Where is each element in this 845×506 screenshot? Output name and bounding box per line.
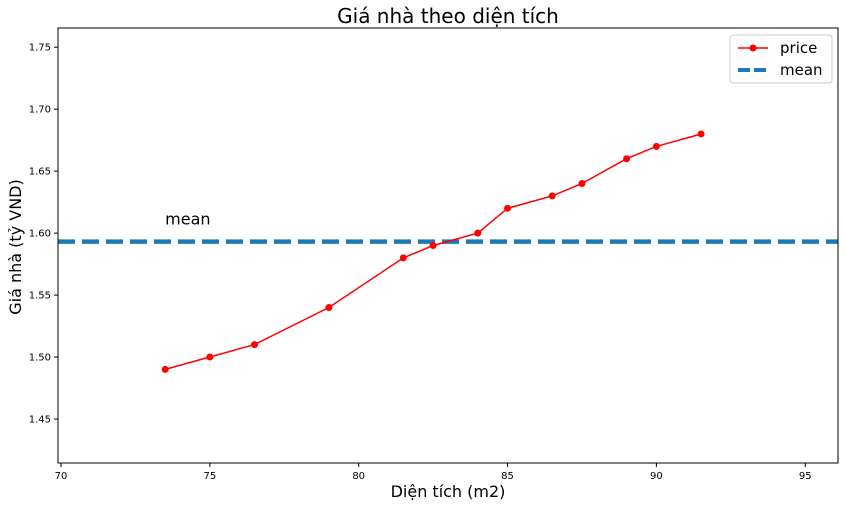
y-tick-label: 1.50 [29, 353, 51, 364]
x-tick-label: 70 [55, 471, 68, 482]
y-tick-label: 1.65 [29, 167, 51, 178]
price-point [429, 242, 437, 249]
y-tick-label: 1.60 [29, 229, 51, 240]
price-point [206, 353, 214, 361]
price-point [250, 341, 258, 349]
price-point [325, 303, 333, 311]
y-tick-label: 1.45 [29, 415, 51, 426]
price-point [697, 130, 705, 138]
x-tick-label: 95 [799, 471, 812, 482]
plot-area: 70 75 80 85 90 95 1.45 1.50 1.55 1.60 1.65 1.70 1.75… [29, 27, 839, 482]
x-tick-label: 75 [203, 471, 216, 482]
price-point [578, 180, 586, 188]
x-tick-label: 90 [650, 471, 663, 482]
y-tick-label: 1.75 [29, 43, 51, 54]
y-tick-label: 1.55 [29, 291, 51, 302]
legend-price-marker [749, 44, 757, 52]
price-point [399, 254, 407, 262]
price-point [504, 204, 512, 212]
legend: price mean [729, 34, 833, 84]
x-tick-label: 85 [501, 471, 514, 482]
x-axis-title: Diện tích (m2) [391, 482, 506, 501]
y-tick-label: 1.70 [29, 105, 51, 116]
price-point [161, 365, 169, 373]
price-point [548, 192, 556, 200]
x-tick-label: 80 [352, 471, 365, 482]
price-point [623, 155, 631, 163]
axes-frame [57, 27, 839, 464]
legend-mean-label: mean [780, 61, 823, 79]
price-point [652, 142, 660, 150]
chart-title: Giá nhà theo diện tích [337, 4, 559, 28]
y-axis-title: Giá nhà (tỷ VND) [6, 179, 25, 314]
legend-price-label: price [780, 39, 817, 57]
price-point [474, 229, 482, 237]
mean-annotation: mean [165, 209, 210, 228]
